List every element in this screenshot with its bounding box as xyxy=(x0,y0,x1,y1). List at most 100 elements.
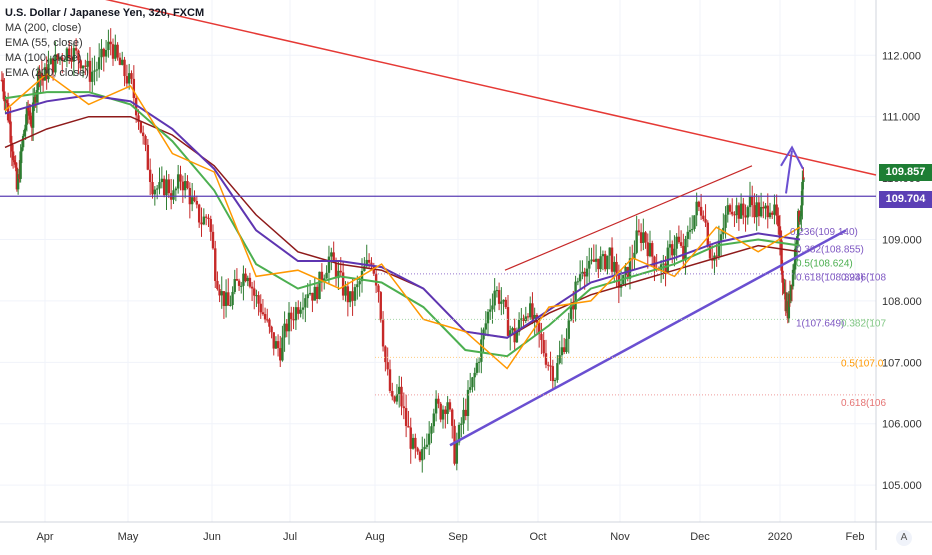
auto-scale-button[interactable]: A xyxy=(896,530,912,546)
candle-body xyxy=(15,167,19,190)
candle-body xyxy=(100,48,103,58)
candle-body xyxy=(255,295,258,297)
candle-body xyxy=(151,182,154,195)
candle-body xyxy=(374,273,378,286)
chart-legend: U.S. Dollar / Japanese Yen, 320, FXCM MA… xyxy=(5,6,204,81)
candle-body xyxy=(259,303,262,313)
legend-row-ma100[interactable]: MA (100, close) xyxy=(5,52,82,64)
candle-body xyxy=(421,449,424,461)
candle-body xyxy=(4,100,7,102)
candle-body xyxy=(644,232,647,243)
candle-body xyxy=(313,286,316,301)
candle-body xyxy=(162,178,166,196)
candle-body xyxy=(261,312,265,315)
candle-body xyxy=(795,236,799,248)
candle-body xyxy=(14,162,17,168)
candle-body xyxy=(257,295,260,304)
candle-body xyxy=(500,301,503,304)
candle-body xyxy=(755,202,758,218)
candle-body xyxy=(524,316,527,321)
projection-arrow-head xyxy=(780,145,804,170)
candle-body xyxy=(218,289,221,296)
x-tick-label: Feb xyxy=(846,531,865,543)
candle-body xyxy=(588,260,591,269)
candle-body xyxy=(781,270,784,283)
candle-body xyxy=(664,263,667,273)
candle-body xyxy=(610,247,614,272)
candle-body xyxy=(30,124,34,128)
candle-body xyxy=(646,242,649,257)
y-tick-label: 111.000 xyxy=(882,112,920,124)
candle-body xyxy=(391,390,394,397)
candle-body xyxy=(311,292,314,301)
candle-body xyxy=(244,273,247,282)
candle-body xyxy=(486,311,490,324)
candle-body xyxy=(306,294,309,299)
candle-body xyxy=(457,424,461,443)
candle-body xyxy=(731,211,734,215)
candle-body xyxy=(134,97,138,116)
candle-body xyxy=(653,256,656,269)
candle-body xyxy=(91,71,94,82)
candle-body xyxy=(608,247,611,256)
candle-body xyxy=(529,303,532,318)
candle-body xyxy=(315,286,319,299)
candle-body xyxy=(339,270,342,273)
candle-body xyxy=(132,78,136,98)
candle-body xyxy=(469,387,472,390)
candle-body xyxy=(594,258,598,262)
candle-body xyxy=(190,197,194,205)
candle-body xyxy=(489,309,492,312)
candle-body xyxy=(409,427,412,449)
candle-body xyxy=(768,212,772,218)
candle-body xyxy=(197,204,201,223)
candle-body xyxy=(427,433,431,445)
candle-body xyxy=(1,80,5,92)
candle-body xyxy=(544,353,548,365)
candle-body xyxy=(9,121,12,143)
candle-body xyxy=(297,307,300,314)
candle-body xyxy=(684,238,687,261)
candle-body xyxy=(504,299,507,308)
legend-row-ema55[interactable]: EMA (55, close) xyxy=(5,37,83,49)
candle-body xyxy=(240,285,243,287)
candle-body xyxy=(344,286,347,296)
candle-body xyxy=(21,135,25,148)
candle-body xyxy=(8,120,11,122)
candle-body xyxy=(365,259,368,267)
candle-body xyxy=(193,197,196,201)
candle-body xyxy=(65,48,69,62)
candle-body xyxy=(800,205,803,217)
legend-row-ema200[interactable]: EMA (200, close) xyxy=(5,67,89,79)
ema55-line xyxy=(4,91,801,358)
candle-body xyxy=(599,256,602,270)
ma100-line xyxy=(4,94,801,339)
candle-body xyxy=(63,61,66,63)
candle-body xyxy=(235,278,239,281)
candle-body xyxy=(304,298,307,308)
candle-body xyxy=(393,396,396,402)
candle-body xyxy=(51,58,55,73)
candle-body xyxy=(24,124,27,131)
candle-body xyxy=(789,284,793,301)
candle-body xyxy=(395,394,399,402)
candle-body xyxy=(448,402,452,410)
candle-body xyxy=(139,122,143,133)
candle-body xyxy=(186,181,189,189)
candle-body xyxy=(453,425,456,464)
y-tick-label: 106.000 xyxy=(882,419,922,431)
x-tick-label: Dec xyxy=(690,531,710,543)
candle-body xyxy=(778,226,782,241)
candle-body xyxy=(581,271,584,274)
candle-body xyxy=(466,389,470,417)
x-tick-label: Apr xyxy=(36,531,53,543)
candle-body xyxy=(719,234,723,241)
candle-body xyxy=(25,106,29,125)
candle-body xyxy=(58,57,62,60)
candle-body xyxy=(353,287,357,301)
candle-body xyxy=(565,338,568,353)
legend-row-ma200[interactable]: MA (200, close) xyxy=(5,22,82,34)
candle-body xyxy=(787,294,791,319)
x-tick-label: May xyxy=(118,531,139,543)
candle-body xyxy=(172,190,175,200)
